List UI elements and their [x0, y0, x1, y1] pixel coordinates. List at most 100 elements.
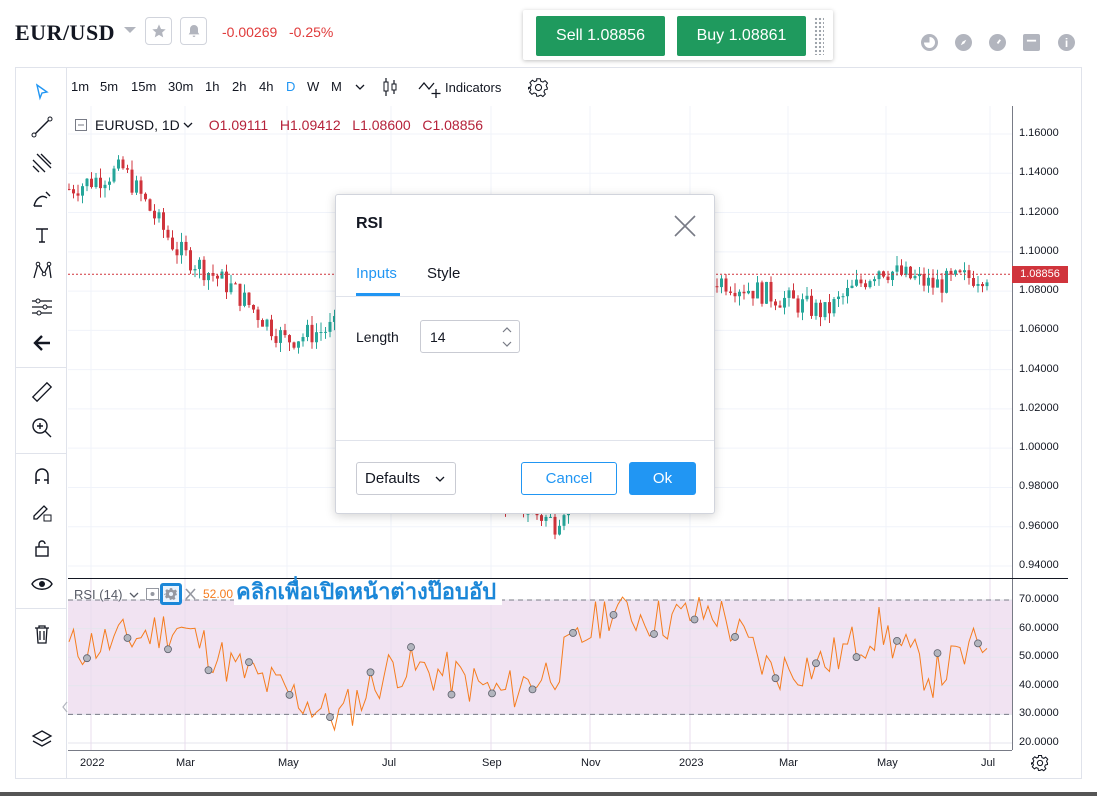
candle-body	[207, 273, 210, 281]
layers-icon[interactable]	[28, 725, 56, 753]
timeframe-30m[interactable]: 30m	[168, 79, 194, 94]
info-icon[interactable]: i	[1058, 34, 1075, 51]
candle-body	[121, 159, 125, 169]
timeframe-m[interactable]: M	[331, 79, 342, 94]
candle-body	[90, 178, 93, 188]
indicators-button[interactable]: Indicators	[445, 80, 502, 95]
candle-body	[247, 292, 251, 305]
rsi-marker	[609, 610, 618, 619]
sell-button[interactable]: Sell 1.08856	[536, 16, 665, 56]
back-arrow-icon[interactable]	[28, 329, 56, 357]
symbol-title[interactable]: EUR/USD	[15, 20, 116, 45]
fib-retracement-icon[interactable]	[28, 149, 56, 177]
rsi-chart[interactable]	[68, 579, 1012, 750]
buy-button[interactable]: Buy 1.08861	[677, 16, 806, 56]
candle-body	[270, 319, 273, 337]
drag-handle-icon[interactable]	[814, 17, 824, 55]
magnet-icon[interactable]	[28, 462, 56, 490]
compass-icon[interactable]	[955, 34, 972, 51]
collapse-icon[interactable]	[75, 119, 87, 131]
timeframe-4h[interactable]: 4h	[259, 79, 274, 94]
candle-body	[954, 270, 957, 275]
brush-icon[interactable]	[28, 185, 56, 213]
text-icon[interactable]	[28, 221, 56, 249]
rsi-caret-icon[interactable]	[129, 591, 139, 599]
eye-icon[interactable]	[28, 570, 56, 598]
axis-settings-icon[interactable]	[1031, 754, 1049, 772]
candle-body	[279, 330, 282, 343]
tab-inputs[interactable]: Inputs	[356, 265, 397, 282]
time-axis[interactable]	[68, 750, 1012, 778]
rsi-marker	[83, 654, 91, 663]
ok-button[interactable]: Ok	[629, 462, 696, 495]
candle-body	[558, 525, 561, 535]
close-icon[interactable]	[671, 212, 699, 240]
defaults-dropdown[interactable]: Defaults	[356, 462, 456, 495]
candle-body	[891, 271, 894, 281]
trash-icon[interactable]	[28, 620, 56, 648]
candle-body	[265, 319, 269, 327]
rsi-title[interactable]: RSI (14)	[74, 587, 123, 602]
timeframe-w[interactable]: W	[307, 79, 320, 94]
timeframe-dropdown-icon[interactable]	[355, 83, 365, 91]
symbol-dropdown-icon[interactable]	[124, 27, 136, 33]
legend-open: O1.09111	[208, 117, 269, 133]
favorite-button[interactable]	[145, 17, 172, 45]
length-input[interactable]	[420, 320, 520, 353]
bell-icon	[188, 25, 199, 37]
candle-body	[103, 184, 107, 189]
timeframe-1h[interactable]: 1h	[205, 79, 220, 94]
timeframe-d[interactable]: D	[286, 79, 296, 94]
pane-separator[interactable]	[68, 578, 1068, 579]
unlock-icon[interactable]	[28, 534, 56, 562]
candles-icon[interactable]	[382, 77, 398, 97]
time-tick: Nov	[581, 757, 601, 769]
settings-gear-icon[interactable]	[528, 77, 549, 98]
collapse-pane-icon[interactable]	[61, 700, 69, 714]
timeframe-5m[interactable]: 5m	[100, 79, 119, 94]
zoom-in-icon[interactable]	[28, 414, 56, 442]
candle-body	[562, 515, 566, 526]
alert-button[interactable]	[180, 17, 207, 45]
indicators-icon[interactable]	[418, 77, 442, 99]
last-price-badge: 1.08856	[1012, 265, 1068, 283]
timeframe-2h[interactable]: 2h	[232, 79, 247, 94]
chart-legend: EURUSD, 1D O1.09111 H1.09412 L1.08600 C1.…	[75, 117, 483, 133]
pie-chart-icon[interactable]	[921, 34, 938, 51]
cancel-button[interactable]: Cancel	[521, 462, 617, 495]
lock-drawing-icon[interactable]	[28, 498, 56, 526]
candle-body	[333, 316, 336, 322]
trade-panel: Sell 1.08856 Buy 1.08861	[523, 10, 833, 60]
price-tick: 1.10000	[1019, 244, 1059, 257]
trend-line-icon[interactable]	[28, 113, 56, 141]
rsi-remove-icon[interactable]	[184, 588, 197, 600]
calendar-icon[interactable]	[1023, 34, 1040, 51]
rsi-marker	[245, 658, 253, 667]
timeframe-15m[interactable]: 15m	[131, 79, 157, 94]
timeframe-1m[interactable]: 1m	[71, 79, 90, 94]
legend-title[interactable]: EURUSD, 1D	[95, 117, 180, 133]
price-axis[interactable]	[1012, 106, 1080, 750]
bottom-border	[0, 792, 1097, 796]
rsi-visibility-icon[interactable]	[146, 588, 159, 600]
candle-body	[792, 290, 795, 299]
chart-frame	[15, 67, 1082, 779]
candle-body	[729, 291, 732, 293]
rsi-legend: RSI (14)	[74, 587, 139, 602]
ruler-icon[interactable]	[28, 378, 56, 406]
cursor-icon[interactable]	[28, 78, 56, 106]
price-tick: 0.98000	[1019, 480, 1059, 493]
forecast-icon[interactable]	[28, 293, 56, 321]
rsi-marker	[488, 689, 496, 698]
legend-caret-icon[interactable]	[183, 121, 193, 129]
length-stepper-icon[interactable]	[500, 324, 514, 350]
rsi-marker	[447, 690, 456, 699]
rsi-settings-button[interactable]	[160, 583, 182, 605]
dashboard-icon[interactable]	[989, 34, 1006, 51]
candle-body	[823, 302, 827, 318]
candle-body	[175, 249, 179, 256]
rsi-marker	[731, 633, 739, 641]
pattern-icon[interactable]	[28, 257, 56, 285]
tab-style[interactable]: Style	[427, 265, 461, 282]
candle-body	[68, 188, 71, 190]
